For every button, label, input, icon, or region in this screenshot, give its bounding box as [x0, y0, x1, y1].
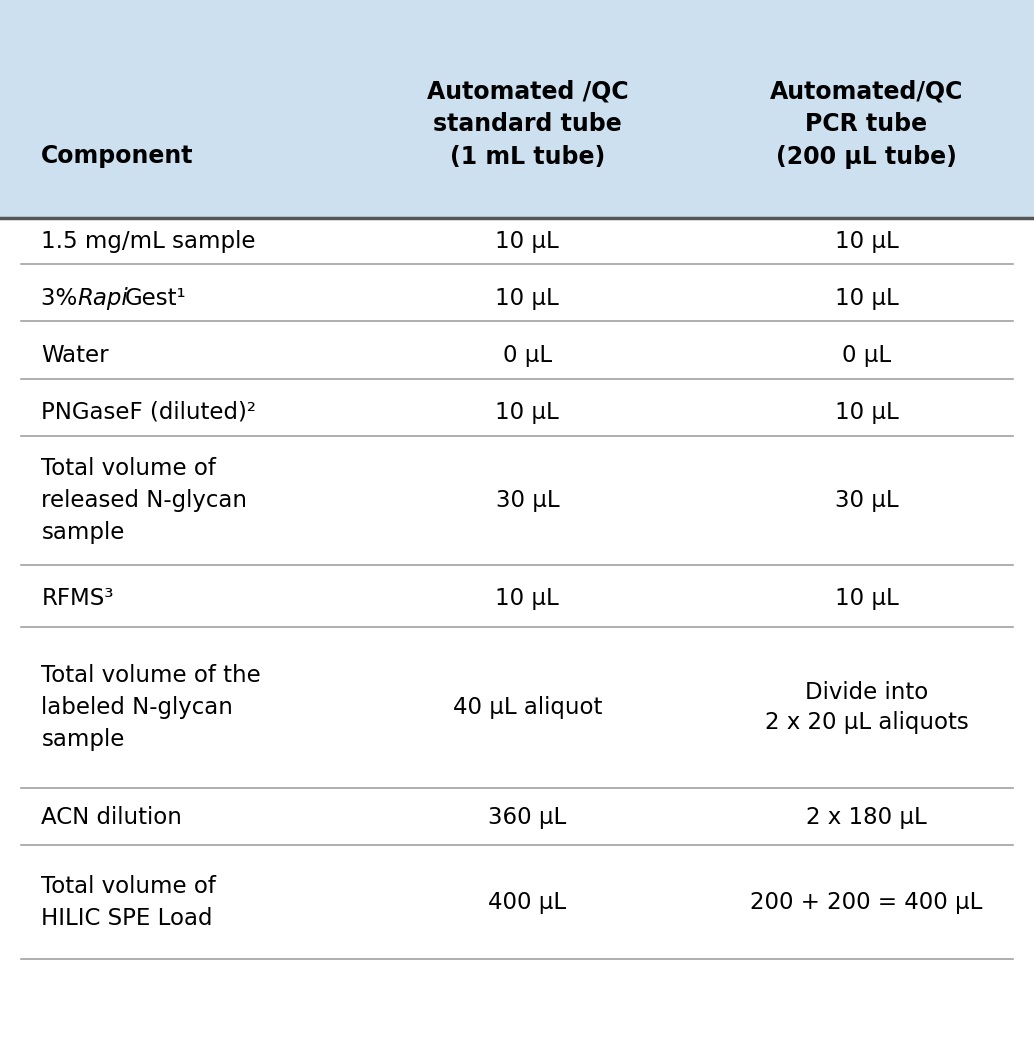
Text: 10 μL: 10 μL	[495, 587, 559, 611]
Text: 400 μL: 400 μL	[488, 891, 567, 914]
Text: 10 μL: 10 μL	[495, 400, 559, 424]
Text: 10 μL: 10 μL	[834, 287, 899, 310]
Text: Rapi: Rapi	[78, 287, 128, 310]
Text: 10 μL: 10 μL	[495, 230, 559, 253]
Text: Total volume of
HILIC SPE Load: Total volume of HILIC SPE Load	[41, 874, 216, 930]
Text: RFMS³: RFMS³	[41, 587, 114, 611]
Text: Automated /QC
standard tube
(1 mL tube): Automated /QC standard tube (1 mL tube)	[427, 80, 628, 169]
Bar	[0, 218, 1034, 1037]
Text: 360 μL: 360 μL	[488, 806, 567, 829]
Text: 10 μL: 10 μL	[834, 400, 899, 424]
Text: Divide into
2 x 20 μL aliquots: Divide into 2 x 20 μL aliquots	[764, 681, 969, 734]
Text: Component: Component	[41, 143, 193, 168]
Text: 3%: 3%	[41, 287, 85, 310]
Text: 30 μL: 30 μL	[834, 488, 899, 512]
Text: 0 μL: 0 μL	[503, 344, 552, 367]
Text: 2 x 180 μL: 2 x 180 μL	[807, 806, 926, 829]
Text: 200 + 200 = 400 μL: 200 + 200 = 400 μL	[751, 891, 982, 914]
Text: Total volume of the
labeled N-glycan
sample: Total volume of the labeled N-glycan sam…	[41, 665, 262, 751]
Text: Automated/QC
PCR tube
(200 μL tube): Automated/QC PCR tube (200 μL tube)	[769, 80, 964, 169]
Text: 30 μL: 30 μL	[495, 488, 559, 512]
Text: 1.5 mg/mL sample: 1.5 mg/mL sample	[41, 230, 255, 253]
Text: 10 μL: 10 μL	[495, 287, 559, 310]
Text: 40 μL aliquot: 40 μL aliquot	[453, 696, 602, 720]
Text: 10 μL: 10 μL	[834, 587, 899, 611]
Text: ACN dilution: ACN dilution	[41, 806, 182, 829]
Text: PNGaseF (diluted)²: PNGaseF (diluted)²	[41, 400, 256, 424]
Text: 10 μL: 10 μL	[834, 230, 899, 253]
Text: 0 μL: 0 μL	[842, 344, 891, 367]
Text: Gest¹: Gest¹	[125, 287, 186, 310]
Text: Water: Water	[41, 344, 109, 367]
Text: Total volume of
released N-glycan
sample: Total volume of released N-glycan sample	[41, 457, 247, 543]
